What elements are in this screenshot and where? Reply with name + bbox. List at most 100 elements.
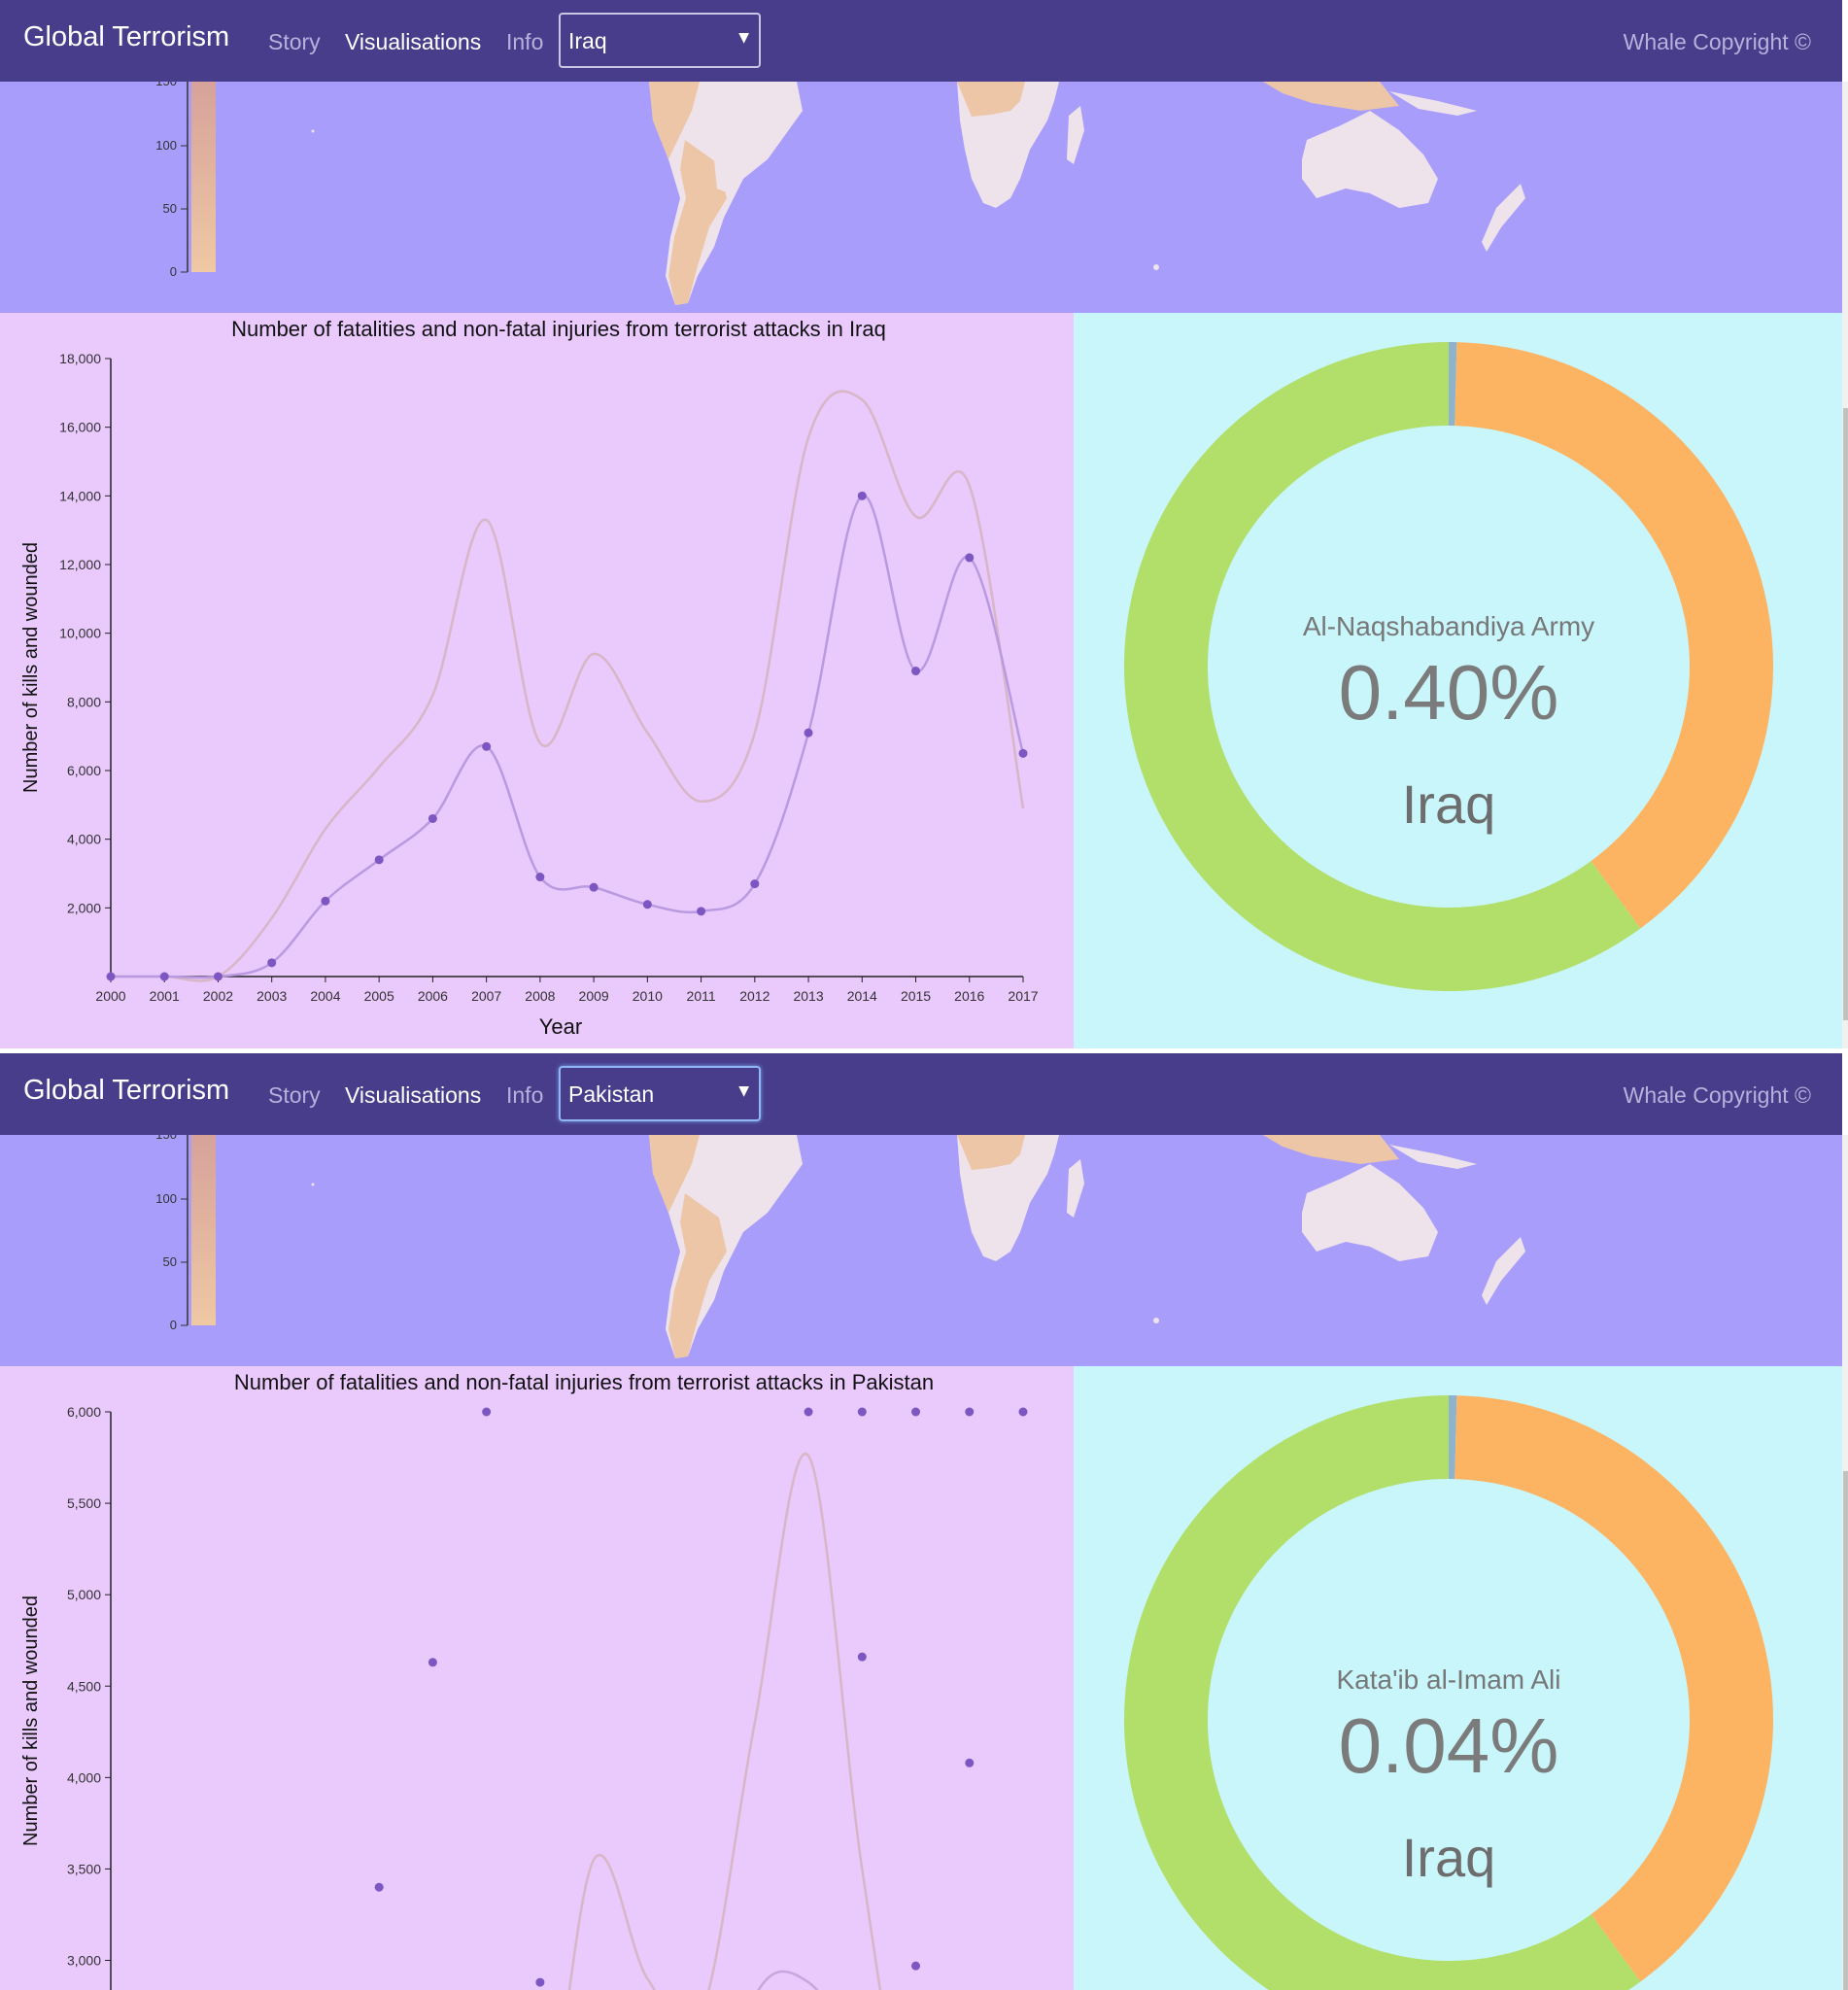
country-select[interactable]: Iraq ▼: [559, 13, 761, 68]
x-tick-label: 2001: [150, 988, 180, 1004]
donut-country: Iraq: [1402, 1827, 1496, 1888]
donut-slices: [1124, 1395, 1774, 1990]
line-chart-panel: Number of fatalities and non-fatal injur…: [0, 313, 1074, 1048]
world-map[interactable]: 150 100 50 0: [0, 82, 1842, 313]
x-tick-label: 2006: [418, 988, 448, 1004]
y-axis-label: Number of kills and wounded: [20, 1595, 42, 1846]
data-point: [642, 900, 652, 909]
data-point: [482, 741, 492, 751]
y-tick-label: 6,000: [67, 763, 101, 778]
x-tick-label: 2009: [579, 988, 609, 1004]
donut-country: Iraq: [1402, 773, 1496, 835]
data-point: [697, 907, 706, 916]
x-tick-label: 2012: [739, 988, 770, 1004]
data-point: [857, 1652, 867, 1662]
data-point: [965, 553, 975, 563]
legend-tick: 150: [155, 1135, 177, 1142]
map-indonesia: [1263, 82, 1399, 111]
brand[interactable]: Global Terrorism: [23, 1075, 230, 1106]
donut-chart-panel: Kata'ib al-Imam Ali 0.04% Iraq: [1074, 1366, 1842, 1990]
x-tick-label: 2005: [364, 988, 394, 1004]
y-tick-label: 4,000: [67, 832, 101, 847]
y-tick-label: 8,000: [67, 694, 101, 709]
data-point: [267, 958, 277, 968]
nav-visualisations[interactable]: Visualisations: [345, 1082, 482, 1108]
x-tick-label: 2014: [847, 988, 877, 1004]
data-point: [911, 1407, 921, 1417]
data-point: [804, 1407, 813, 1417]
x-axis-label: Year: [539, 1014, 582, 1039]
panel-pakistan: Global Terrorism Story Visualisations In…: [0, 1053, 1848, 1990]
nav-info[interactable]: Info: [506, 29, 544, 54]
legend-tick: 50: [163, 201, 177, 216]
panel-iraq: Global Terrorism Story Visualisations In…: [0, 0, 1848, 1048]
series-line: [567, 1452, 882, 1990]
series-line: [757, 1970, 819, 1990]
nav-visualisations[interactable]: Visualisations: [345, 29, 482, 54]
legend-axis: 150 100 50 0: [155, 1135, 188, 1332]
data-point: [535, 873, 545, 882]
donut-slices: [1124, 342, 1774, 992]
copyright: Whale Copyright ©: [1623, 1082, 1811, 1108]
world-map[interactable]: 150 100 50 0: [0, 1135, 1842, 1366]
x-tick-label: 2017: [1008, 988, 1038, 1004]
legend-axis: 150 100 50 0: [155, 82, 188, 279]
legend-gradient: [191, 1135, 216, 1325]
legend-tick: 100: [155, 1191, 177, 1206]
legend-tick: 100: [155, 138, 177, 153]
y-tick-label: 5,500: [67, 1495, 101, 1511]
data-point: [428, 1658, 437, 1667]
legend-gradient: [191, 82, 216, 272]
copyright: Whale Copyright ©: [1623, 29, 1811, 54]
donut-chart[interactable]: Kata'ib al-Imam Ali 0.04% Iraq: [1074, 1366, 1842, 1990]
country-select-value: Pakistan: [568, 1081, 655, 1107]
country-select[interactable]: Pakistan ▼: [559, 1066, 761, 1121]
chevron-down-icon: ▼: [738, 1083, 749, 1099]
nav-info[interactable]: Info: [506, 1082, 544, 1108]
y-tick-label: 6,000: [67, 1404, 101, 1420]
data-point: [482, 1407, 492, 1417]
donut-chart[interactable]: Al-Naqshabandiya Army 0.40% Iraq: [1074, 313, 1842, 1048]
y-tick-label: 3,000: [67, 1953, 101, 1969]
data-point: [1018, 1407, 1028, 1417]
data-point: [965, 1407, 975, 1417]
chevron-down-icon: ▼: [738, 30, 749, 46]
donut-slice-green: [1124, 342, 1641, 992]
data-point: [911, 1961, 921, 1971]
plot-area: 3,000 3,500 4,000 4,500 5,000 5,500 6,000: [67, 1404, 1028, 1990]
donut-slice-blue: [1449, 342, 1457, 427]
y-tick-label: 2,000: [67, 900, 101, 915]
scrollbar-thumb[interactable]: [1843, 408, 1848, 1020]
x-tick-label: 2003: [257, 988, 287, 1004]
donut-chart-panel: Al-Naqshabandiya Army 0.40% Iraq: [1074, 313, 1842, 1048]
nav-story[interactable]: Story: [268, 29, 321, 54]
y-tick-label: 10,000: [59, 626, 101, 641]
x-tick-label: 2008: [525, 988, 555, 1004]
data-point: [321, 896, 330, 906]
x-tick-label: 2013: [793, 988, 823, 1004]
legend-tick: 0: [170, 1318, 177, 1332]
chart-title: Number of fatalities and non-fatal injur…: [234, 1370, 934, 1394]
series-line: [110, 390, 1025, 982]
nav-story[interactable]: Story: [268, 1082, 321, 1108]
y-tick-label: 16,000: [59, 420, 101, 435]
y-tick-label: 4,000: [67, 1769, 101, 1785]
donut-group-name: Kata'ib al-Imam Ali: [1337, 1664, 1561, 1695]
country-select-value: Iraq: [568, 28, 607, 53]
donut-slice-blue: [1449, 1395, 1457, 1480]
x-tick-label: 2007: [471, 988, 501, 1004]
x-tick-label: 2002: [203, 988, 233, 1004]
x-tick-label: 2011: [687, 988, 716, 1004]
legend-tick: 150: [155, 82, 177, 88]
data-point: [535, 1977, 545, 1987]
data-point: [857, 1407, 867, 1417]
data-point: [804, 728, 813, 738]
brand[interactable]: Global Terrorism: [23, 21, 230, 52]
scrollbar-thumb[interactable]: [1843, 1471, 1848, 1990]
x-tick-label: 2015: [901, 988, 931, 1004]
map-australia: [1302, 1164, 1438, 1261]
donut-percent: 0.04%: [1339, 1702, 1559, 1789]
data-point: [106, 972, 116, 981]
line-chart: Number of fatalities and non-fatal injur…: [20, 317, 1039, 1039]
donut-percent: 0.40%: [1339, 649, 1559, 736]
